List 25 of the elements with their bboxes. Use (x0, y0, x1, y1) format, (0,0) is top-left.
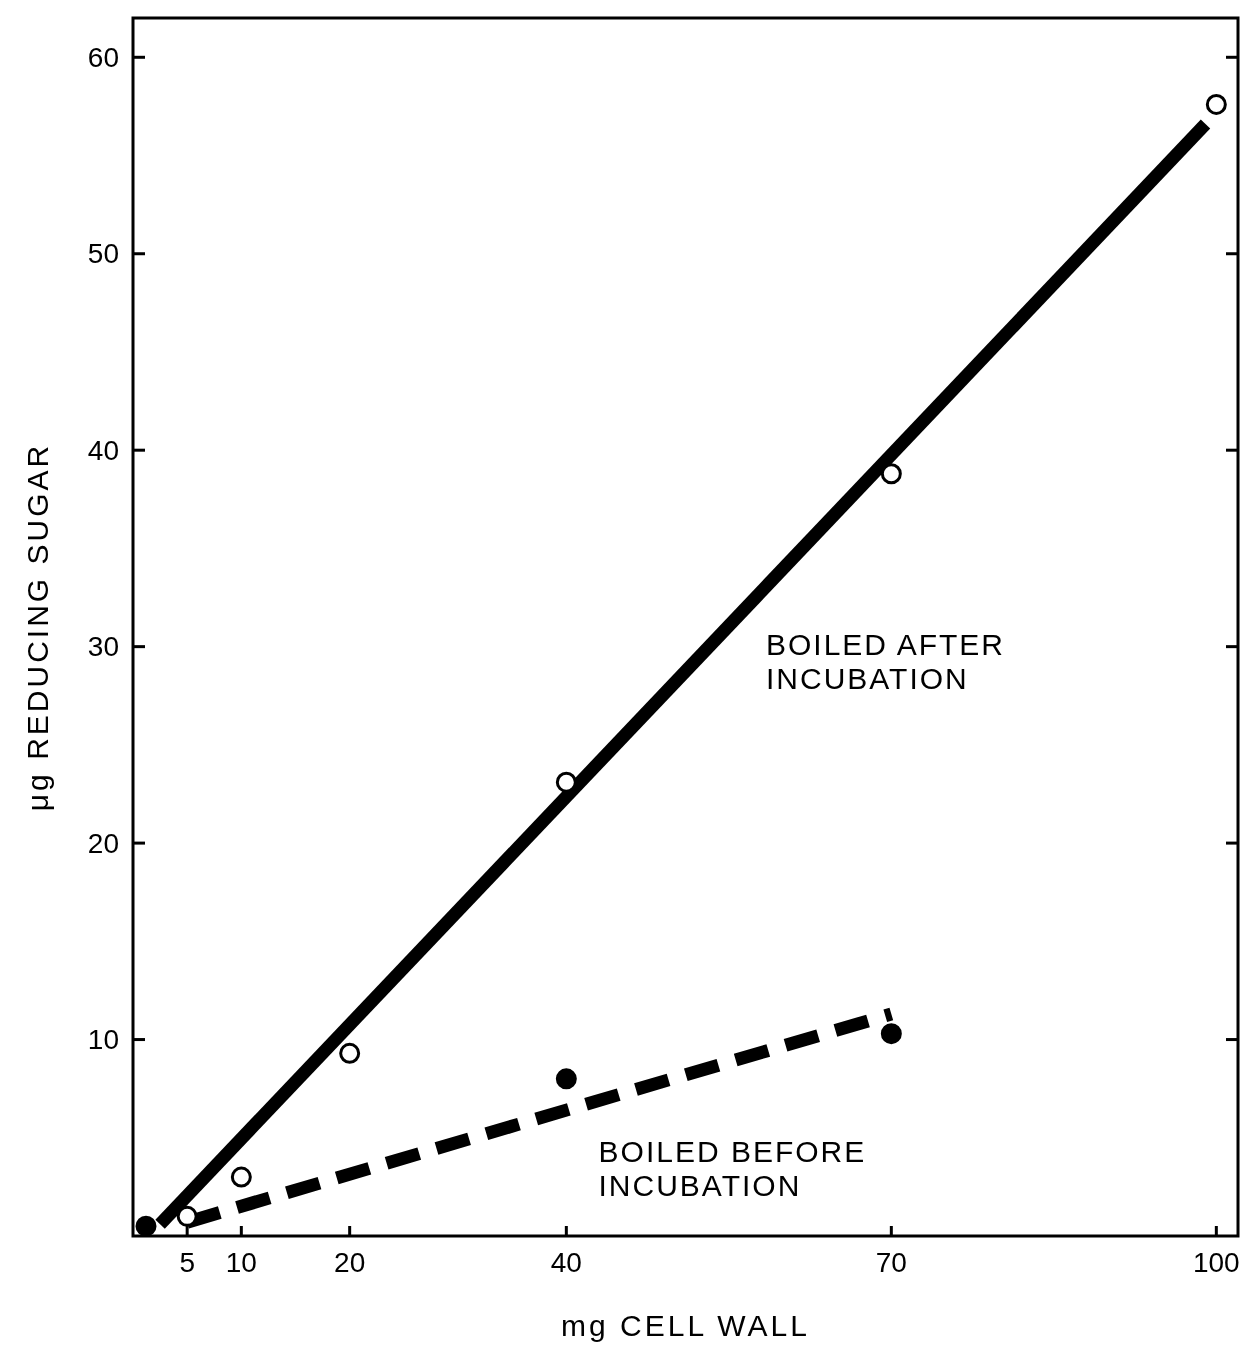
series-label: BOILED BEFORE INCUBATION (598, 1134, 867, 1202)
y-tick-label: 20 (87, 827, 119, 859)
x-tick-label: 100 (1192, 1247, 1240, 1278)
y-tick-label: 30 (87, 631, 119, 663)
y-axis-title: μg REDUCING SUGAR (21, 442, 54, 812)
point (339, 1042, 361, 1064)
x-tick-label: 20 (334, 1247, 366, 1278)
point (555, 771, 577, 793)
x-tick-label: 40 (550, 1247, 582, 1278)
x-tick-label: 10 (225, 1247, 257, 1278)
point (176, 1205, 198, 1227)
point (555, 1068, 577, 1090)
x-axis-title: mg CELL WALL (561, 1309, 810, 1342)
x-tick-label: 5 (179, 1247, 195, 1278)
point (135, 1215, 157, 1237)
point (880, 1023, 902, 1045)
point (230, 1166, 252, 1188)
x-tick-label: 70 (875, 1247, 907, 1278)
y-tick-label: 40 (87, 434, 119, 466)
y-tick-label: 50 (87, 238, 119, 270)
series-label: BOILED AFTER INCUBATION (765, 628, 1006, 696)
point (880, 463, 902, 485)
point (1205, 93, 1227, 115)
y-tick-label: 10 (87, 1024, 119, 1056)
y-tick-label: 60 (87, 41, 119, 73)
